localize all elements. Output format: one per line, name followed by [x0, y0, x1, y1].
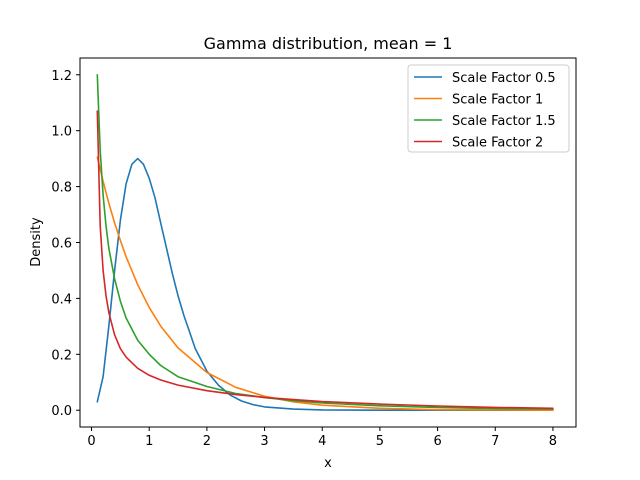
legend-label-2: Scale Factor 1 [452, 93, 543, 108]
y-tick-label: 0.4 [51, 292, 72, 307]
legend: Scale Factor 0.5 Scale Factor 1 Scale Fact… [407, 64, 570, 153]
series-line-4 [96, 110, 554, 410]
x-tick-label: 2 [203, 434, 211, 449]
legend-label-3: Scale Factor 1.5 [452, 114, 556, 129]
x-tick-label: 6 [433, 434, 441, 449]
y-tick-label: 0.0 [51, 404, 72, 419]
x-tick-label: 0 [87, 434, 95, 449]
y-tick-label: 1.0 [51, 125, 72, 140]
legend-box [407, 64, 570, 153]
x-ticks: 0 1 2 3 4 5 6 7 8 [87, 427, 557, 449]
y-axis-label: Density [29, 217, 44, 267]
series-line-3 [96, 74, 554, 410]
x-tick-label: 8 [549, 434, 557, 449]
legend-label-1: Scale Factor 0.5 [452, 71, 556, 86]
y-tick-label: 0.6 [51, 237, 72, 252]
y-tick-label: 1.2 [51, 69, 72, 84]
series-group [96, 74, 554, 412]
series-line-2 [96, 156, 554, 412]
y-tick-label: 0.2 [51, 348, 72, 363]
chart-title: Gamma distribution, mean = 1 [204, 34, 453, 53]
x-tick-label: 5 [376, 434, 384, 449]
x-tick-label: 3 [260, 434, 268, 449]
x-tick-label: 1 [145, 434, 153, 449]
legend-label-4: Scale Factor 2 [452, 136, 543, 151]
x-axis-label: x [324, 456, 332, 471]
x-tick-label: 7 [491, 434, 499, 449]
series-line-1 [96, 157, 554, 412]
y-tick-label: 0.8 [51, 181, 72, 196]
x-tick-label: 4 [318, 434, 326, 449]
y-ticks: 0.0 0.2 0.4 0.6 0.8 1.0 1.2 [51, 69, 80, 419]
